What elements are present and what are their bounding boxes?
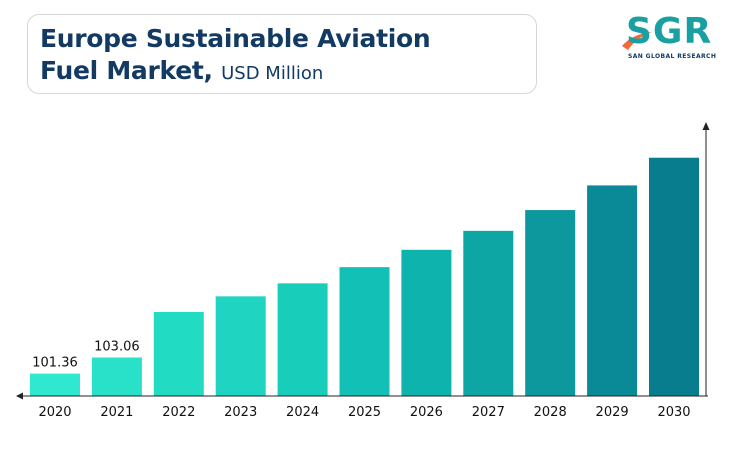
chart-title-main: Fuel Market,: [40, 56, 213, 85]
x-tick-label-2022: 2022: [162, 405, 195, 420]
chart-title-line1: Europe Sustainable Aviation: [40, 24, 431, 53]
data-label-2021: 103.06: [94, 340, 140, 355]
x-tick-label-2021: 2021: [100, 405, 133, 420]
y-axis-arrow-icon: [702, 122, 710, 130]
chart-title-line2: Fuel Market, USD Million: [40, 55, 536, 90]
bar-2022: [153, 311, 204, 396]
logo-letters: SGR: [626, 11, 713, 52]
bar-2027: [463, 230, 514, 396]
chart-title-unit: USD Million: [221, 63, 324, 84]
x-tick-label-2029: 2029: [596, 405, 629, 420]
bar-2024: [277, 283, 328, 396]
bar-2021: [91, 357, 142, 396]
axes-group: [16, 122, 710, 400]
bar-2020: [30, 373, 80, 396]
data-label-2020: 101.36: [32, 356, 78, 371]
title-box: Europe Sustainable Aviation Fuel Market,…: [27, 14, 537, 94]
bar-2028: [525, 210, 576, 396]
tick-labels-group: 2020 2021 2022 2023 2024 2025 2026 2027 2028 2029…: [38, 405, 690, 420]
x-tick-label-2030: 2030: [657, 405, 690, 420]
x-tick-label-2028: 2028: [534, 405, 567, 420]
logo-swoosh-icon: [622, 32, 652, 50]
x-tick-label-2027: 2027: [472, 405, 505, 420]
logo-tagline: SAN GLOBAL RESEARCH: [628, 53, 717, 60]
x-tick-label-2025: 2025: [348, 405, 381, 420]
x-tick-label-2024: 2024: [286, 405, 319, 420]
data-labels-group: 101.36 103.06: [32, 340, 139, 371]
x-tick-label-2023: 2023: [224, 405, 257, 420]
bar-2030: [649, 157, 699, 396]
bar-2029: [587, 185, 638, 396]
bar-2026: [401, 249, 452, 396]
bar-2025: [339, 267, 390, 396]
x-tick-label-2026: 2026: [410, 405, 443, 420]
sgr-logo: SGR SAN GLOBAL RESEARCH: [618, 12, 723, 62]
bar-2023: [215, 296, 266, 396]
x-tick-label-2020: 2020: [38, 405, 71, 420]
x-axis-arrow-icon: [16, 392, 23, 400]
bars-group: [30, 157, 699, 396]
